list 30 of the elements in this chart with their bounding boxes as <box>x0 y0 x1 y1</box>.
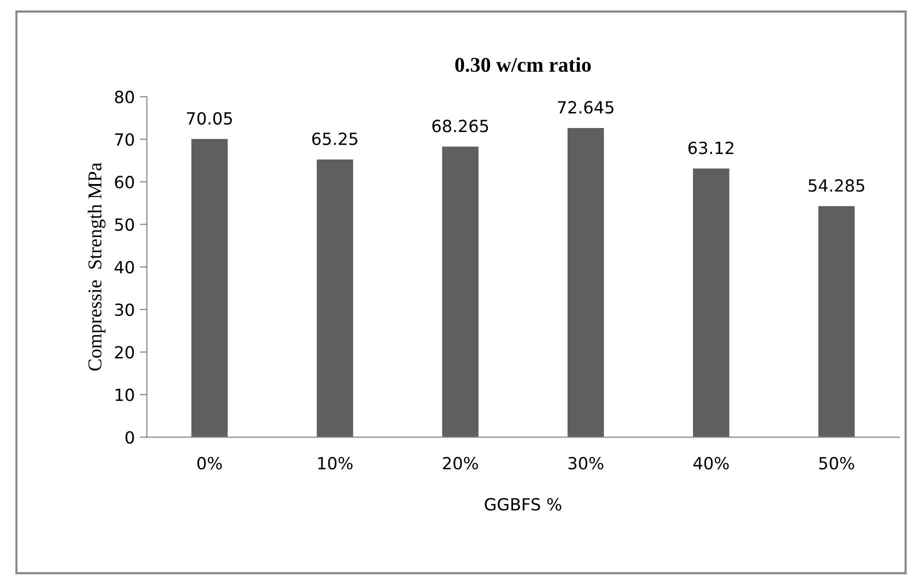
data-label: 65.25 <box>312 132 358 146</box>
y-tick-label: 60 <box>114 176 134 188</box>
chart-title: 0.30 w/cm ratio <box>455 57 591 72</box>
x-tick-label: 0% <box>197 456 222 470</box>
bar <box>191 139 228 438</box>
x-tick-label: 20% <box>443 456 478 470</box>
data-label: 63.12 <box>688 142 734 154</box>
y-tick-label: 10 <box>116 388 134 402</box>
y-tick-label: 30 <box>115 303 134 316</box>
y-tick-label: 40 <box>114 260 134 274</box>
data-label: 72.645 <box>558 101 614 114</box>
x-tick-label: 40% <box>693 456 729 470</box>
bar <box>316 159 354 438</box>
data-label: 54.285 <box>808 179 864 192</box>
bar <box>692 168 730 438</box>
y-tick-label: 70 <box>115 133 134 146</box>
y-tick-label: 80 <box>114 90 134 104</box>
data-label: 70.05 <box>187 112 232 125</box>
y-tick-label: 50 <box>115 218 134 231</box>
bar <box>568 128 604 438</box>
y-tick-label: 0 <box>126 431 134 444</box>
bar <box>442 146 479 438</box>
y-axis-title: Compressie Strength MPa <box>88 162 106 371</box>
data-label: 68.265 <box>432 120 488 132</box>
x-tick-label: 50% <box>819 456 854 470</box>
y-tick-label: 20 <box>115 346 134 359</box>
x-tick-label: 30% <box>568 456 604 470</box>
x-axis-title: GGBFS % <box>484 498 562 511</box>
x-tick-label: 10% <box>318 456 353 470</box>
bar <box>818 206 855 438</box>
